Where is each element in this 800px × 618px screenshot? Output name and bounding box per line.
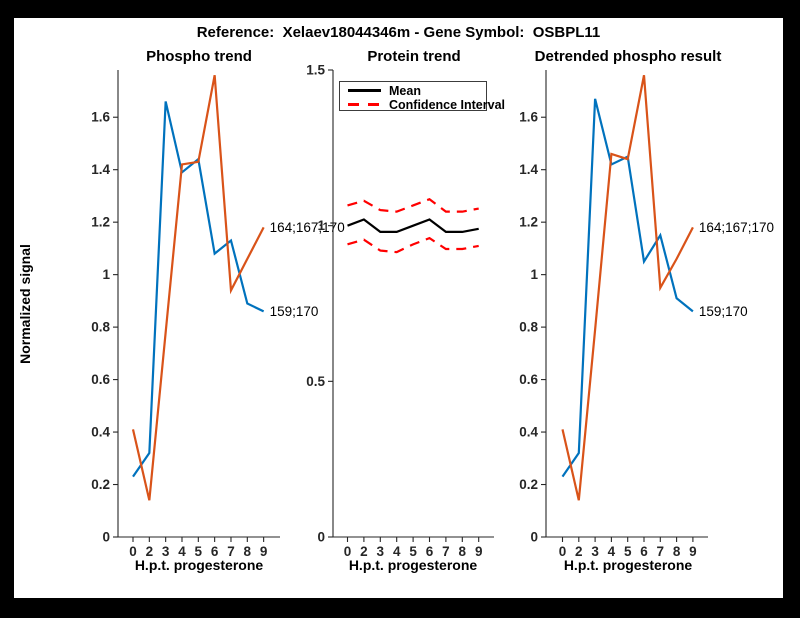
x-tick-label: 0 <box>559 544 567 559</box>
x-axis-label-phospho: H.p.t. progesterone <box>134 557 264 573</box>
y-tick-label: 1.4 <box>519 162 538 177</box>
x-tick-label: 7 <box>227 544 235 559</box>
y-tick-label: 0.8 <box>519 320 538 335</box>
y-tick-label: 1 <box>530 267 538 282</box>
mean-line-sample <box>348 89 381 92</box>
x-tick-label: 8 <box>459 544 467 559</box>
y-tick-labels: 0 0.5 1 1.5 <box>306 63 333 545</box>
y-tick-label: 1 <box>102 267 110 282</box>
legend-label-ci: Confidence Interval <box>389 97 505 112</box>
axis-lines <box>332 70 494 538</box>
plots-svg: 00.20.40.60.811.21.41.60 2 3 4 5 6 7 8 9159;1701… <box>91 63 774 560</box>
detrended-phospho-plot: 00.20.40.60.811.21.41.60 2 3 4 5 6 7 8 9159;1701… <box>519 70 774 559</box>
protein-trend-title: Protein trend <box>367 48 461 65</box>
detrended-phospho-title: Detrended phospho result <box>534 48 722 65</box>
y-tick-label: 0.6 <box>519 372 538 387</box>
y-tick-label: 0.6 <box>91 372 110 387</box>
figure-canvas: Reference: Xelaev18044346m - Gene Symbol… <box>14 18 783 598</box>
series-annotation: 159;170 <box>699 304 748 319</box>
x-tick-label: 2 <box>360 544 368 559</box>
y-tick-label: 0.2 <box>519 477 538 492</box>
x-tick-label: 3 <box>377 544 385 559</box>
series-line-164-167-170 <box>561 75 694 501</box>
phospho-trend-title: Phospho trend <box>146 48 252 65</box>
y-tick-label: 1.2 <box>519 215 538 230</box>
x-axis-label-protein: H.p.t. progesterone <box>348 557 478 573</box>
y-tick-label: 0.4 <box>91 425 110 440</box>
x-axis-label-detrended: H.p.t. progesterone <box>563 557 693 573</box>
y-tick-label: 0 <box>102 530 110 545</box>
x-tick-label: 7 <box>442 544 450 559</box>
y-tick-labels: 0 0.2 0.4 0.6 0.8 1 1.2 1.4 1.6 <box>91 110 118 545</box>
series-line-mean <box>347 218 479 233</box>
y-tick-label: 0.5 <box>306 374 325 389</box>
y-tick-label: 0.4 <box>519 425 538 440</box>
phospho-trend-plot: 00.20.40.60.811.21.41.60 2 3 4 5 6 7 8 9159;1701… <box>91 70 345 559</box>
x-tick-label: 3 <box>591 544 599 559</box>
x-tick-label: 9 <box>689 544 697 559</box>
y-tick-label: 0 <box>317 530 325 545</box>
y-tick-label: 1.2 <box>91 215 110 230</box>
y-tick-label: 1.6 <box>519 110 538 125</box>
y-tick-label: 1.6 <box>91 110 110 125</box>
x-tick-label: 5 <box>195 544 203 559</box>
x-tick-label: 4 <box>178 544 186 559</box>
series-line-confidence-interval-lower <box>347 236 479 254</box>
x-tick-label: 8 <box>673 544 681 559</box>
y-tick-label: 1.4 <box>91 162 110 177</box>
x-tick-label: 5 <box>624 544 632 559</box>
legend-row-ci: Confidence Interval <box>348 97 505 112</box>
x-tick-label: 5 <box>409 544 417 559</box>
figure-title: Reference: Xelaev18044346m - Gene Symbol… <box>196 24 601 41</box>
x-tick-label: 6 <box>426 544 434 559</box>
protein-trend-plot: 00.511.50 2 3 4 5 6 7 8 9 <box>306 63 494 559</box>
x-tick-label: 4 <box>393 544 401 559</box>
x-tick-label: 6 <box>211 544 219 559</box>
x-tick-label: 0 <box>129 544 137 559</box>
y-tick-label: 1 <box>317 218 325 233</box>
x-tick-label: 7 <box>657 544 665 559</box>
y-tick-labels: 0 0.2 0.4 0.6 0.8 1 1.2 1.4 1.6 <box>519 110 546 545</box>
series-line-164-167-170 <box>131 75 265 501</box>
y-tick-label: 0 <box>530 530 538 545</box>
legend-label-mean: Mean <box>389 83 421 98</box>
x-tick-label: 8 <box>244 544 252 559</box>
series-annotation: 164;167;170 <box>270 220 345 235</box>
legend: Mean Confidence Interval <box>339 81 505 112</box>
legend-row-mean: Mean <box>348 83 421 98</box>
series-line-confidence-interval-upper <box>347 197 479 213</box>
confidence-interval-line-sample <box>348 103 381 106</box>
x-tick-label: 2 <box>146 544 154 559</box>
y-tick-label: 0.2 <box>91 477 110 492</box>
series-annotation: 164;167;170 <box>699 220 774 235</box>
x-tick-label: 9 <box>475 544 483 559</box>
x-tick-label: 2 <box>575 544 583 559</box>
x-tick-label: 0 <box>344 544 352 559</box>
x-tick-label: 3 <box>162 544 170 559</box>
x-tick-label: 9 <box>260 544 268 559</box>
x-tick-label: 4 <box>608 544 616 559</box>
x-tick-label: 6 <box>640 544 648 559</box>
y-tick-label: 0.8 <box>91 320 110 335</box>
y-tick-label: 1.5 <box>306 63 325 78</box>
series-annotation: 159;170 <box>270 304 319 319</box>
